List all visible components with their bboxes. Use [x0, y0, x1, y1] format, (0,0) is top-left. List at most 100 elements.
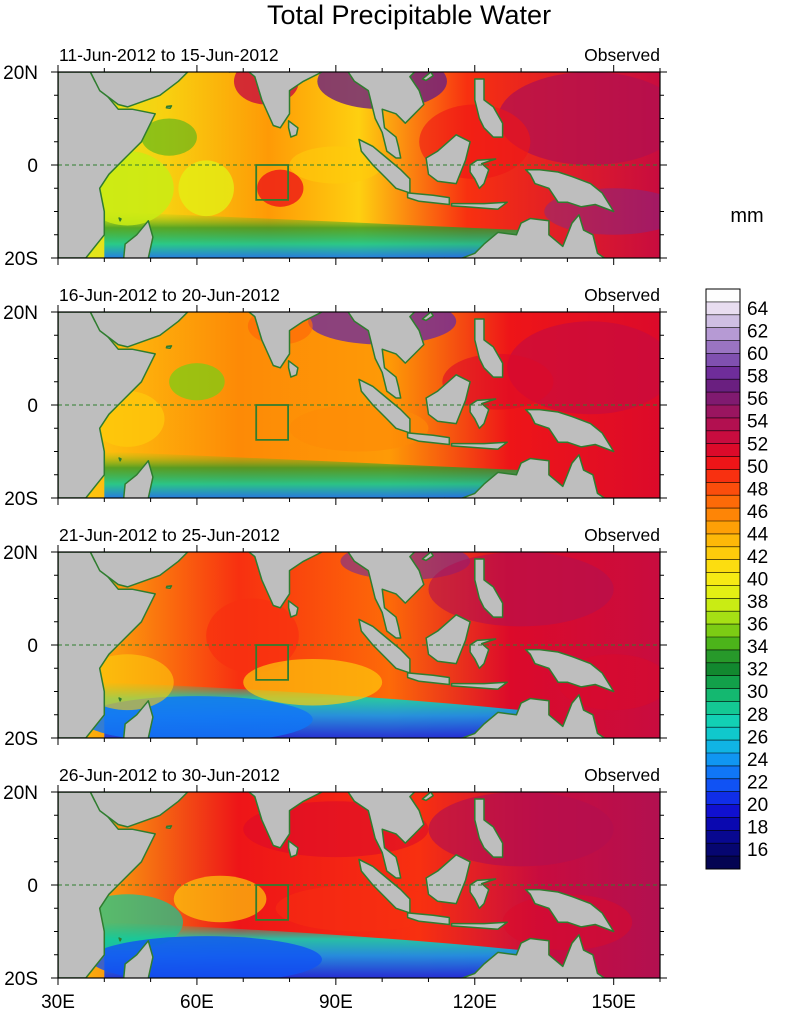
colorbar-label: 18 [747, 817, 768, 838]
colorbar-label: 60 [747, 344, 768, 365]
colorbar-swatch [706, 843, 740, 857]
panel-status: Observed [584, 45, 660, 65]
colorbar: 6462605856545250484644424038363432302826… [705, 288, 769, 870]
map-panel: 20N 0 20S 11-Jun-2012 to 15-Jun-2012 Observe… [3, 45, 667, 270]
colorbar-label: 24 [747, 750, 769, 771]
latitude-label: 20N [3, 543, 38, 564]
colorbar-label: 26 [747, 727, 768, 748]
colorbar-swatch [706, 598, 740, 612]
region-box [255, 644, 290, 681]
region-box [255, 404, 290, 441]
longitude-label: 90E [319, 992, 353, 1013]
latitude-label: 20N [3, 63, 38, 84]
colorbar-swatch [706, 521, 740, 535]
land-mask [58, 72, 615, 258]
latitude-label: 20S [4, 489, 38, 510]
water-vapor-field [58, 312, 660, 498]
colorbar-swatch [706, 817, 740, 831]
water-vapor-field [58, 72, 660, 258]
colorbar-label: 42 [747, 547, 768, 568]
colorbar-swatch [706, 830, 740, 844]
colorbar-swatch [706, 327, 740, 341]
colorbar-swatch [706, 585, 740, 599]
latitude-label: 20N [3, 783, 38, 804]
colorbar-swatch [706, 443, 740, 457]
colorbar-swatch [706, 301, 740, 316]
panel-status: Observed [584, 285, 660, 305]
latitude-label: 0 [27, 156, 38, 177]
colorbar-label: 22 [747, 772, 768, 793]
colorbar-swatch [706, 289, 740, 303]
colorbar-swatch [706, 546, 740, 561]
latitude-label: 20S [4, 729, 38, 750]
colorbar-label: 38 [747, 592, 768, 613]
colorbar-label: 36 [747, 615, 768, 636]
colorbar-swatch [706, 417, 740, 432]
colorbar-swatch [706, 495, 740, 509]
colorbar-swatch [706, 649, 740, 664]
colorbar-swatch [706, 701, 740, 715]
water-vapor-field [58, 792, 660, 978]
colorbar-label: 32 [747, 660, 768, 681]
panel-date-range: 21-Jun-2012 to 25-Jun-2012 [59, 525, 280, 545]
colorbar-swatch [706, 778, 740, 793]
map-panel: 20N 0 20S 26-Jun-2012 to 30-Jun-2012 Observe… [3, 765, 667, 990]
colorbar-label: 58 [747, 367, 768, 388]
colorbar-swatch [706, 559, 740, 573]
colorbar-swatch [706, 753, 740, 767]
colorbar-label: 40 [747, 570, 768, 591]
latitude-label: 20S [4, 969, 38, 990]
colorbar-swatch [706, 340, 740, 354]
land-mask [58, 312, 615, 498]
panel-date-range: 16-Jun-2012 to 20-Jun-2012 [59, 285, 280, 305]
colorbar-label: 62 [747, 322, 768, 343]
colorbar-swatch [706, 637, 740, 651]
colorbar-swatch [706, 366, 740, 380]
longitude-axis: 30E 60E 90E 120E 150E [41, 992, 636, 1013]
colorbar-swatch [706, 430, 740, 445]
colorbar-swatch [706, 482, 740, 496]
map-panel: 20N 0 20S 21-Jun-2012 to 25-Jun-2012 Observe… [3, 525, 667, 750]
colorbar-label: 48 [747, 479, 768, 500]
colorbar-swatch [706, 611, 740, 625]
land-mask [58, 552, 615, 738]
colorbar-label: 28 [747, 705, 768, 726]
colorbar-label: 64 [747, 299, 769, 320]
colorbar-swatch [706, 405, 740, 419]
longitude-label: 150E [592, 992, 636, 1013]
colorbar-swatch [706, 624, 740, 638]
latitude-label: 0 [27, 636, 38, 657]
colorbar-swatch [706, 714, 740, 728]
longitude-label: 60E [180, 992, 214, 1013]
colorbar-label: 54 [747, 412, 769, 433]
colorbar-swatch [706, 791, 740, 805]
colorbar-swatch [706, 456, 740, 470]
colorbar-label: 46 [747, 502, 768, 523]
latitude-label: 20N [3, 303, 38, 324]
panels: 20N 0 20S 11-Jun-2012 to 15-Jun-2012 Observe… [3, 45, 667, 990]
latitude-label: 20S [4, 249, 38, 270]
colorbar-swatch [706, 379, 740, 393]
water-vapor-field [58, 552, 660, 738]
panel-date-range: 26-Jun-2012 to 30-Jun-2012 [59, 765, 280, 785]
colorbar-swatch [706, 688, 740, 702]
colorbar-swatch [706, 856, 740, 870]
panel-status: Observed [584, 765, 660, 785]
colorbar-label: 34 [747, 637, 769, 658]
colorbar-label: 30 [747, 682, 768, 703]
figure-title: Total Precipitable Water [267, 0, 551, 30]
region-box [255, 164, 290, 201]
latitude-label: 0 [27, 876, 38, 897]
colorbar-swatch [706, 314, 740, 329]
colorbar-swatch [706, 662, 740, 677]
longitude-label: 30E [41, 992, 75, 1013]
map-panel: 20N 0 20S 16-Jun-2012 to 20-Jun-2012 Observe… [3, 285, 667, 510]
colorbar-swatch [706, 469, 740, 483]
colorbar-label: 56 [747, 389, 768, 410]
colorbar-label: 50 [747, 457, 768, 478]
colorbar-swatch [706, 804, 740, 818]
panel-status: Observed [584, 525, 660, 545]
colorbar-swatch [706, 727, 740, 741]
colorbar-swatch [706, 740, 740, 754]
